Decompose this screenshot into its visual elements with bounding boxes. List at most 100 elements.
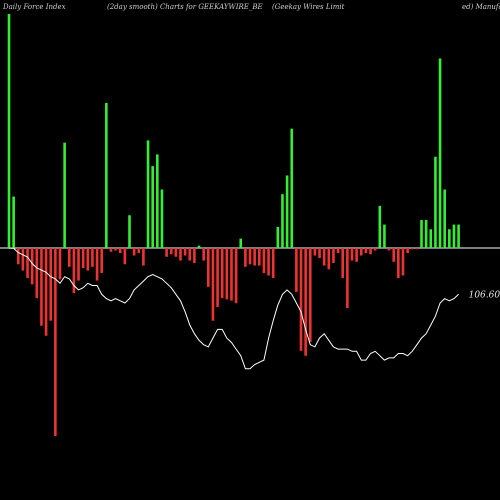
positive-force-bar <box>128 215 131 248</box>
negative-force-bar <box>308 248 312 342</box>
company-name-tail: ed) Manufactu <box>462 3 500 11</box>
chart-header: Daily Force Index (2day smooth) Charts f… <box>0 0 500 14</box>
positive-force-bar <box>290 128 294 248</box>
negative-force-bar <box>313 248 317 256</box>
negative-force-bar <box>318 248 321 259</box>
negative-force-bar <box>392 248 395 262</box>
negative-force-bar <box>332 248 335 264</box>
negative-force-bar <box>225 248 229 300</box>
positive-force-bar <box>429 229 433 248</box>
negative-force-bar <box>86 248 90 271</box>
positive-force-bar <box>281 194 284 248</box>
force-index-bars <box>7 14 460 436</box>
negative-force-bar <box>91 248 94 267</box>
negative-force-bar <box>406 248 409 254</box>
negative-force-bar <box>44 248 48 336</box>
negative-force-bar <box>336 248 340 254</box>
positive-force-bar <box>438 58 442 249</box>
negative-force-bar <box>322 248 326 266</box>
negative-force-bar <box>109 248 113 252</box>
negative-force-bar <box>207 248 210 287</box>
negative-force-bar <box>137 248 141 254</box>
negative-force-bar <box>202 248 205 261</box>
company-name: (Geekay Wires Limit <box>272 3 345 11</box>
positive-force-bar <box>151 166 154 248</box>
negative-force-bar <box>40 248 43 326</box>
positive-force-bar <box>63 142 66 248</box>
negative-force-bar <box>114 248 117 251</box>
negative-force-bar <box>267 248 270 276</box>
negative-force-bar <box>253 248 256 266</box>
positive-force-bar <box>105 102 108 248</box>
negative-force-bar <box>387 248 391 251</box>
negative-force-bar <box>299 248 303 351</box>
negative-force-bar <box>100 248 103 274</box>
negative-force-bar <box>415 248 419 250</box>
negative-force-bar <box>174 248 178 257</box>
negative-force-bar <box>271 248 275 279</box>
negative-force-bar <box>77 248 80 281</box>
negative-force-bar <box>179 248 182 261</box>
negative-force-bar <box>21 248 25 271</box>
last-price-label: 106.60 <box>469 290 500 300</box>
negative-force-bar <box>30 248 34 285</box>
negative-force-bar <box>169 248 173 255</box>
negative-force-bar <box>165 248 168 257</box>
negative-force-bar <box>244 248 247 267</box>
negative-force-bar <box>295 248 298 292</box>
negative-force-bar <box>132 248 136 256</box>
negative-force-bar <box>257 248 261 266</box>
negative-force-bar <box>373 248 377 251</box>
negative-force-bar <box>234 248 238 304</box>
negative-force-bar <box>346 248 349 309</box>
negative-force-bar <box>183 248 187 256</box>
negative-force-bar <box>58 248 62 280</box>
negative-force-bar <box>401 248 405 276</box>
negative-force-bar <box>35 248 39 299</box>
negative-force-bar <box>341 248 345 279</box>
positive-force-bar <box>276 226 280 248</box>
negative-force-bar <box>26 248 29 279</box>
negative-force-bar <box>95 248 99 281</box>
negative-force-bar <box>123 248 127 265</box>
positive-force-bar <box>146 140 150 248</box>
positive-force-bar <box>239 238 243 248</box>
negative-force-bar <box>262 248 266 274</box>
negative-force-bar <box>364 248 368 254</box>
negative-force-bar <box>410 248 414 250</box>
negative-force-bar <box>350 248 354 261</box>
negative-force-bar <box>49 248 53 321</box>
positive-force-bar <box>452 224 456 248</box>
positive-force-bar <box>443 189 446 248</box>
positive-force-bar <box>420 219 423 248</box>
negative-force-bar <box>142 248 145 266</box>
positive-force-bar <box>160 189 164 248</box>
positive-force-bar <box>383 224 386 248</box>
negative-force-bar <box>355 248 358 262</box>
positive-force-bar <box>457 224 460 248</box>
chart-subtitle: (2day smooth) Charts for GEEKAYWIRE_BE <box>107 3 263 11</box>
negative-force-bar <box>81 248 85 269</box>
negative-force-bar <box>369 248 372 255</box>
negative-force-bar <box>397 248 400 279</box>
negative-force-bar <box>220 248 224 299</box>
negative-force-bar <box>16 248 20 265</box>
negative-force-bar <box>67 248 71 267</box>
positive-force-bar <box>378 205 382 248</box>
indicator-title: Daily Force Index <box>3 3 66 11</box>
positive-force-bar <box>285 175 289 248</box>
negative-force-bar <box>230 248 233 301</box>
negative-force-bar <box>359 248 363 256</box>
positive-force-bar <box>448 229 451 248</box>
negative-force-bar <box>118 248 122 254</box>
positive-force-bar <box>12 196 15 248</box>
positive-force-bar <box>424 219 428 248</box>
negative-force-bar <box>193 248 196 264</box>
negative-force-bar <box>327 248 331 270</box>
negative-force-bar <box>216 248 219 307</box>
price-line <box>9 247 459 370</box>
negative-force-bar <box>72 248 76 294</box>
negative-force-bar <box>211 248 215 321</box>
